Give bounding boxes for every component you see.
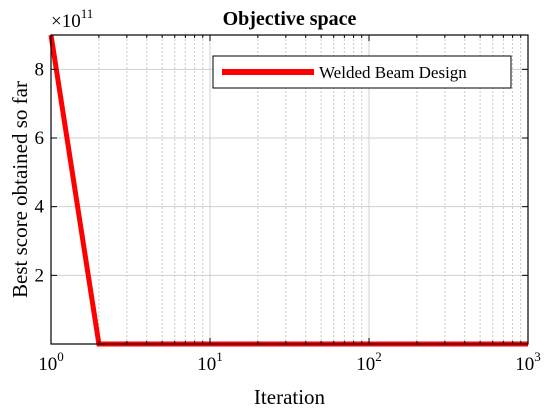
x-tick-label: 100 xyxy=(38,349,64,375)
y-tick-labels: 2 4 6 8 xyxy=(35,59,45,286)
legend: Welded Beam Design xyxy=(212,55,512,89)
plot-frame xyxy=(50,34,529,345)
x-tick-label: 103 xyxy=(515,349,541,375)
y-tick-label: 8 xyxy=(35,59,45,80)
y-multiplier-base: ×10 xyxy=(51,11,81,32)
y-multiplier-exponent: 11 xyxy=(81,6,94,21)
x-tick-label: 102 xyxy=(356,349,382,375)
y-tick-label: 6 xyxy=(35,128,45,149)
chart-title: Objective space xyxy=(223,8,357,30)
y-tick-label: 4 xyxy=(35,197,45,218)
legend-entry-welded-beam-design: Welded Beam Design xyxy=(319,63,467,82)
x-tick-label: 101 xyxy=(197,349,223,375)
tick-marks xyxy=(51,35,528,344)
y-tick-label: 2 xyxy=(35,265,45,286)
x-tick-labels: 100 101 102 103 xyxy=(38,349,541,375)
y-axis-label: Best score obtained so far xyxy=(8,81,32,298)
y-axis-multiplier: ×1011 xyxy=(51,6,93,32)
x-axis-label: Iteration xyxy=(254,385,326,409)
